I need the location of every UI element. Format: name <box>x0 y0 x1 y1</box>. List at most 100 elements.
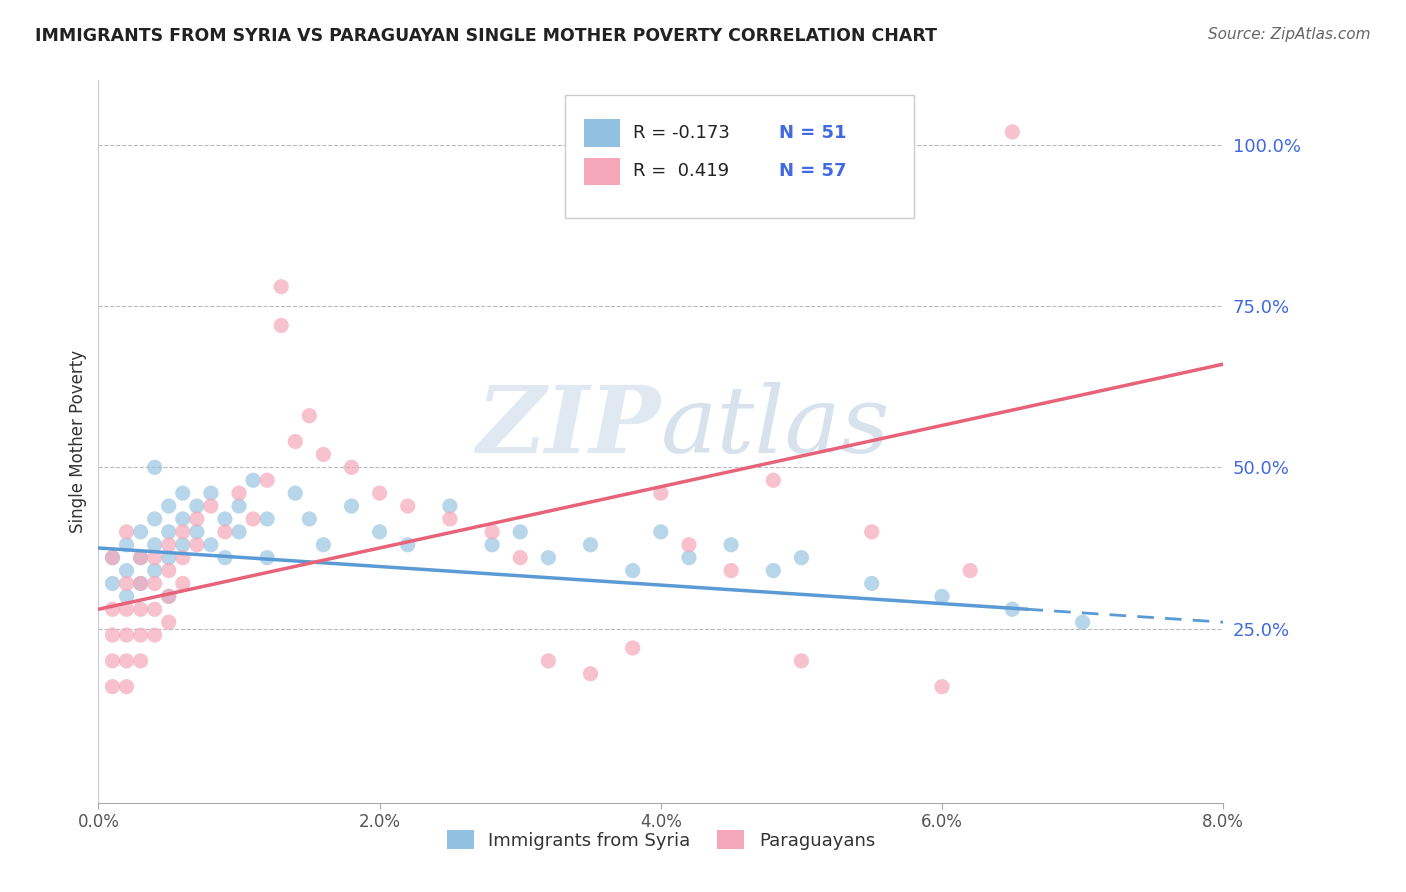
Y-axis label: Single Mother Poverty: Single Mother Poverty <box>69 350 87 533</box>
Point <box>1001 602 1024 616</box>
Point <box>621 640 644 655</box>
Point <box>186 524 208 539</box>
Point <box>157 550 180 565</box>
Point <box>101 550 124 565</box>
Point <box>186 512 208 526</box>
Text: N = 57: N = 57 <box>779 162 846 180</box>
Point <box>298 512 321 526</box>
Point <box>678 538 700 552</box>
Point <box>129 524 152 539</box>
Point <box>860 576 883 591</box>
Point <box>101 576 124 591</box>
Point <box>312 538 335 552</box>
Point <box>143 512 166 526</box>
Point <box>1071 615 1094 630</box>
Point <box>579 538 602 552</box>
Point <box>129 602 152 616</box>
Point <box>101 602 124 616</box>
Point <box>115 654 138 668</box>
Point <box>157 615 180 630</box>
Point <box>129 654 152 668</box>
Point <box>129 550 152 565</box>
Point <box>481 538 503 552</box>
Point <box>115 564 138 578</box>
Point <box>959 564 981 578</box>
Point <box>228 486 250 500</box>
Text: N = 51: N = 51 <box>779 124 846 142</box>
Point <box>537 550 560 565</box>
Point <box>270 279 292 293</box>
Point <box>242 512 264 526</box>
Point <box>172 512 194 526</box>
Point <box>720 538 742 552</box>
Point <box>678 550 700 565</box>
Text: atlas: atlas <box>661 382 890 472</box>
Point <box>509 524 531 539</box>
Point <box>101 654 124 668</box>
Point <box>537 654 560 668</box>
Point <box>931 680 953 694</box>
Point <box>143 538 166 552</box>
Point <box>621 564 644 578</box>
Point <box>790 550 813 565</box>
FancyBboxPatch shape <box>565 95 914 218</box>
Point <box>172 524 194 539</box>
Point <box>101 628 124 642</box>
Text: ZIP: ZIP <box>477 382 661 472</box>
Point <box>214 512 236 526</box>
Point <box>172 486 194 500</box>
Point <box>157 564 180 578</box>
Point <box>172 576 194 591</box>
Point <box>228 524 250 539</box>
Point <box>439 499 461 513</box>
Text: Source: ZipAtlas.com: Source: ZipAtlas.com <box>1208 27 1371 42</box>
Point <box>200 499 222 513</box>
Point <box>860 524 883 539</box>
Point <box>200 538 222 552</box>
Point <box>228 499 250 513</box>
Legend: Immigrants from Syria, Paraguayans: Immigrants from Syria, Paraguayans <box>437 822 884 859</box>
Text: R = -0.173: R = -0.173 <box>633 124 730 142</box>
Point <box>270 318 292 333</box>
Point <box>312 447 335 461</box>
Point <box>129 576 152 591</box>
Point <box>115 590 138 604</box>
Point <box>115 538 138 552</box>
Point <box>256 512 278 526</box>
Point <box>101 550 124 565</box>
Point <box>931 590 953 604</box>
Point <box>579 666 602 681</box>
Point <box>186 499 208 513</box>
Point <box>115 576 138 591</box>
Point <box>368 524 391 539</box>
Point <box>157 499 180 513</box>
Point <box>256 550 278 565</box>
Point <box>129 576 152 591</box>
Point <box>214 550 236 565</box>
Point <box>143 576 166 591</box>
Point <box>172 538 194 552</box>
Point <box>762 473 785 487</box>
Point <box>481 524 503 539</box>
Point <box>157 538 180 552</box>
Point <box>396 499 419 513</box>
Point <box>368 486 391 500</box>
Point <box>298 409 321 423</box>
Point <box>115 524 138 539</box>
Point <box>439 512 461 526</box>
Point <box>396 538 419 552</box>
Point <box>509 550 531 565</box>
Point <box>143 460 166 475</box>
Point <box>200 486 222 500</box>
Point <box>143 602 166 616</box>
Point <box>157 590 180 604</box>
Point <box>650 524 672 539</box>
Text: R =  0.419: R = 0.419 <box>633 162 728 180</box>
Point <box>720 564 742 578</box>
Point <box>256 473 278 487</box>
Point <box>340 499 363 513</box>
Point <box>340 460 363 475</box>
Point <box>115 628 138 642</box>
Point <box>242 473 264 487</box>
Point <box>157 590 180 604</box>
